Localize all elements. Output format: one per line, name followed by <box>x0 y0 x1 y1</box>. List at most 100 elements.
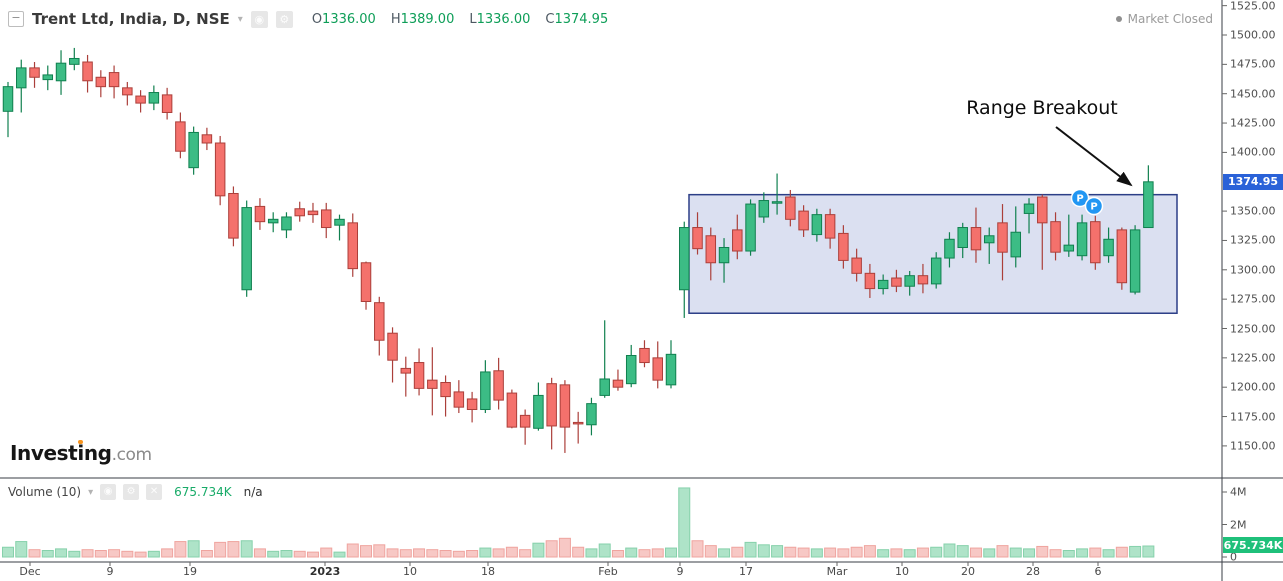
volume-bar <box>771 545 784 558</box>
volume-bar <box>187 540 200 558</box>
time-tick-label: 10 <box>403 565 417 578</box>
collapse-pane-icon[interactable]: − <box>8 11 24 27</box>
volume-bar <box>214 541 227 558</box>
ohlc-item: L1336.00 <box>469 11 531 27</box>
position-marker[interactable]: P <box>1070 188 1090 208</box>
volume-bar <box>200 550 213 558</box>
volume-bar <box>492 548 505 558</box>
candle-body <box>612 379 624 388</box>
chevron-down-icon[interactable]: ▾ <box>237 13 243 25</box>
chevron-down-icon[interactable]: ▾ <box>88 486 94 498</box>
range-breakout-annotation[interactable]: Range Breakout <box>966 97 1118 119</box>
candle-body <box>334 218 345 226</box>
candle-body <box>559 384 571 428</box>
volume-indicator-label[interactable]: Volume (10) <box>8 485 82 499</box>
annotation-arrow[interactable] <box>1055 126 1133 187</box>
volume-bar <box>969 547 982 558</box>
candle-body <box>983 235 995 244</box>
gear-icon[interactable]: ⚙ <box>123 484 140 500</box>
volume-bar <box>877 549 890 558</box>
candle-body <box>639 347 650 364</box>
candle-body <box>665 353 677 386</box>
time-tick-label: Dec <box>19 565 41 578</box>
candle-body <box>572 421 584 425</box>
time-tick-label: 17 <box>739 565 753 578</box>
time-tick-label: Feb <box>598 565 618 578</box>
volume-tick-label: 0 <box>1230 550 1237 564</box>
investing-logo[interactable]: Investing.com <box>10 441 152 465</box>
candle-body <box>957 227 968 248</box>
candle-body <box>891 277 902 287</box>
candle-body <box>506 392 518 428</box>
volume-bar <box>731 546 744 558</box>
volume-tick-label: 2M <box>1230 518 1247 531</box>
volume-bar <box>505 546 518 558</box>
volume-bar <box>413 548 426 558</box>
volume-bar <box>121 550 134 558</box>
eye-icon[interactable]: ◉ <box>100 484 117 500</box>
volume-bar <box>15 541 28 558</box>
volume-bar <box>691 540 704 558</box>
volume-bar <box>930 546 943 558</box>
price-tick-label: 1300.00 <box>1230 263 1276 277</box>
volume-bar <box>333 551 346 558</box>
candle-body <box>307 210 319 216</box>
volume-bar <box>134 551 147 558</box>
volume-bar <box>784 546 797 558</box>
volume-bar <box>1062 550 1075 558</box>
volume-bar <box>280 550 293 558</box>
eye-icon[interactable]: ◉ <box>250 10 268 28</box>
price-tick-label: 1325.00 <box>1230 233 1276 247</box>
volume-bar <box>585 548 598 558</box>
volume-bar <box>545 540 558 558</box>
volume-bar <box>850 546 863 558</box>
time-tick-label: 18 <box>481 565 495 578</box>
symbol-title[interactable]: Trent Ltd, India, D, NSE <box>32 10 230 28</box>
candle-body <box>811 214 823 236</box>
candle-body <box>1143 181 1154 229</box>
time-tick-label: 6 <box>1094 565 1102 578</box>
candle-body <box>29 67 40 78</box>
candle-body <box>718 246 730 264</box>
volume-bar <box>81 549 94 558</box>
volume-tick-label: 4M <box>1230 485 1247 499</box>
volume-bar <box>293 550 306 558</box>
gear-icon[interactable]: ⚙ <box>275 10 293 28</box>
ohlc-values: O1336.00 H1389.00 L1336.00 C1374.95 <box>312 12 608 27</box>
price-tick-label: 1475.00 <box>1230 57 1276 71</box>
time-tick-label: 28 <box>1026 565 1040 578</box>
candle-body <box>864 272 876 290</box>
volume-bar <box>346 543 359 558</box>
candle-body <box>108 72 120 88</box>
volume-bar <box>68 550 81 558</box>
volume-bar <box>1049 549 1062 558</box>
candle-body <box>1010 231 1022 258</box>
close-icon[interactable]: ✕ <box>146 484 163 500</box>
volume-bar <box>161 548 174 558</box>
candle-body <box>758 200 770 218</box>
ohlc-item: O1336.00 <box>311 11 376 27</box>
candle-body <box>692 227 703 250</box>
volume-bar <box>837 548 850 558</box>
candle-body <box>533 394 544 429</box>
volume-bar <box>306 551 319 558</box>
candle-body <box>944 238 955 259</box>
candle-body <box>466 398 478 411</box>
volume-bar <box>678 487 691 558</box>
position-marker[interactable]: P <box>1084 196 1104 216</box>
volume-bar <box>890 548 903 558</box>
price-tick-label: 1275.00 <box>1230 292 1276 306</box>
market-status: Market Closed <box>1115 12 1213 26</box>
volume-legend: Volume (10) ▾ ◉ ⚙ ✕ 675.734K n/a <box>8 484 263 500</box>
candle-body <box>82 61 93 82</box>
volume-bar <box>240 540 253 558</box>
candle-body <box>320 209 332 229</box>
candle-body <box>1090 221 1101 264</box>
volume-layer <box>2 487 1155 558</box>
volume-bar <box>757 544 770 558</box>
volume-bar <box>147 550 160 558</box>
time-tick-label: 9 <box>676 565 684 578</box>
volume-bar <box>611 550 624 558</box>
